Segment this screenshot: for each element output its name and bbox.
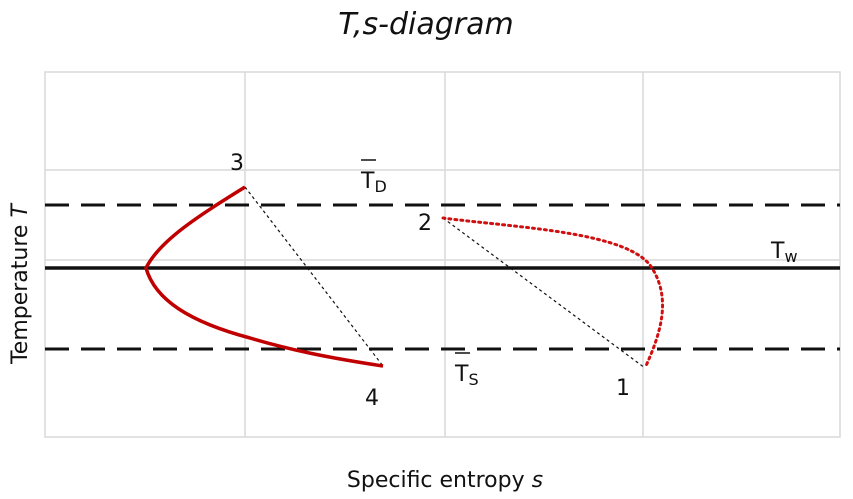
symbol: T (360, 169, 375, 194)
symbol: T (770, 239, 785, 264)
process-curve (144, 185, 384, 368)
label-symbol: s (532, 468, 543, 493)
svg-text:TS: TS (454, 362, 479, 389)
subscript: D (374, 177, 386, 196)
title: T,s-diagram (338, 7, 514, 42)
y-axis-label: Temperature T (8, 203, 33, 365)
svg-text:TD: TD (360, 169, 387, 196)
chord (244, 186, 384, 367)
chord (442, 217, 646, 369)
subscript: w (784, 247, 797, 266)
point-label: 3 (230, 151, 244, 176)
level-label: TD (360, 159, 387, 196)
grid (44, 71, 841, 438)
process-curve-dotted (441, 216, 665, 370)
svg-text:Tw: Tw (770, 239, 798, 266)
symbol: T (454, 362, 469, 387)
label-text: Specific entropy (347, 468, 525, 493)
point-label: 4 (365, 386, 379, 411)
point-label: 2 (418, 211, 432, 236)
label-symbol: T (8, 203, 33, 218)
x-axis-label: Specific entropy s (347, 468, 543, 493)
level-label: Tw (770, 239, 798, 266)
point-label: 1 (616, 376, 630, 401)
level-label: TS (454, 352, 479, 389)
label-text: Temperature (8, 225, 33, 365)
subscript: S (468, 370, 478, 389)
